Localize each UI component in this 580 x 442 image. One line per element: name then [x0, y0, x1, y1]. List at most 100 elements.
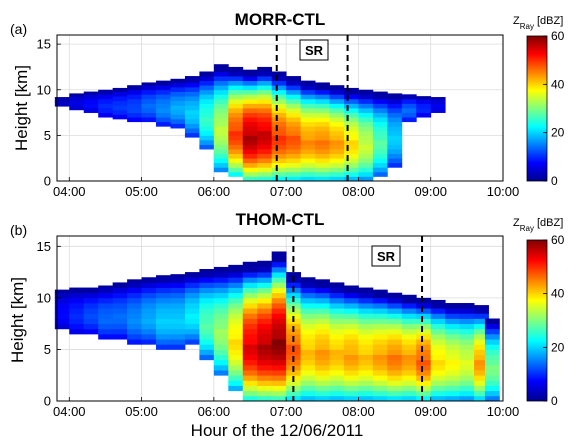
x-tick-label: 09:00 [414, 404, 447, 419]
heatmap-cell [300, 349, 316, 355]
heatmap-cell [372, 385, 388, 392]
heatmap-cell [271, 144, 287, 150]
heatmap-cell [199, 318, 215, 325]
heatmap-cell [430, 349, 446, 355]
heatmap-cell [242, 171, 258, 177]
heatmap-cell [257, 112, 273, 118]
heatmap-cell [459, 354, 475, 361]
heatmap-cell [83, 108, 99, 113]
heatmap-cell [242, 121, 258, 127]
heatmap-cell [242, 130, 258, 136]
heatmap-cell [315, 149, 330, 155]
heatmap-cell [54, 97, 70, 103]
heatmap-cell [54, 313, 70, 319]
heatmap-cell [401, 318, 417, 325]
heatmap-cell [315, 390, 330, 397]
heatmap-cell [372, 108, 388, 113]
heatmap-cell [184, 313, 200, 319]
heatmap-cell [170, 282, 186, 288]
heatmap-cell [156, 303, 171, 309]
heatmap-cell [112, 297, 128, 304]
heatmap-cell [343, 390, 359, 397]
heatmap-cell [300, 395, 316, 402]
heatmap-cell [184, 109, 200, 115]
heatmap-cell [83, 98, 99, 104]
heatmap-cell [228, 364, 244, 371]
heatmap-cell [430, 328, 446, 335]
sr-lines [275, 35, 349, 181]
heatmap-cell [257, 117, 273, 123]
heatmap-cell [213, 318, 229, 325]
heatmap-cell [228, 149, 244, 155]
heatmap-cell [213, 144, 229, 150]
heatmap-cell [112, 328, 128, 335]
heatmap-cell [156, 89, 171, 95]
heatmap-cell [329, 158, 345, 164]
heatmap-cell [257, 359, 273, 366]
heatmap-cell [315, 98, 330, 104]
heatmap-cell [69, 323, 85, 330]
heatmap-cell [83, 308, 99, 314]
heatmap-cell [401, 359, 417, 366]
heatmap-cell [170, 303, 186, 309]
heatmap-cell [112, 313, 128, 319]
heatmap-cell [329, 112, 345, 118]
heatmap-cell [127, 318, 142, 325]
heatmap-cell [170, 318, 186, 325]
heatmap-cell [343, 287, 359, 294]
heatmap-cell [343, 333, 359, 340]
heatmap-cell [213, 349, 229, 355]
heatmap-cell [459, 364, 475, 371]
heatmap-cell [271, 117, 287, 123]
heatmap-cell [315, 303, 330, 309]
heatmap-cell [286, 162, 302, 168]
heatmap-cell [286, 76, 302, 82]
plot-frame [56, 34, 504, 182]
heatmap-cell [242, 98, 258, 104]
heatmap-cell [83, 287, 99, 294]
heatmap-cell [257, 395, 273, 402]
heatmap-cell [416, 359, 432, 366]
heatmap-cell [242, 80, 258, 86]
heatmap-cell [156, 328, 171, 335]
heatmap-cell [54, 318, 70, 325]
heatmap-cell [213, 103, 229, 109]
heatmap-cell [257, 323, 273, 330]
heatmap-cell [416, 112, 432, 118]
heatmap-cell [271, 176, 287, 182]
heatmap-cell [112, 318, 128, 325]
heatmap-cell [242, 390, 258, 397]
heatmap-cell [213, 344, 229, 350]
heatmap-cell [445, 390, 461, 397]
heatmap-cell [300, 121, 316, 127]
heatmap-cell [184, 339, 200, 345]
heatmap-cell [387, 333, 403, 340]
heatmap-cell [184, 333, 200, 340]
heatmap-cell [228, 264, 244, 268]
sr-label: SR [305, 43, 324, 58]
heatmap-cell [387, 370, 403, 376]
heatmap-cell [242, 126, 258, 132]
heatmap-cell [343, 144, 359, 150]
heatmap-cell [112, 109, 128, 115]
heatmap-cell [199, 89, 215, 95]
heatmap-cell [228, 303, 244, 309]
heatmap-cell [445, 370, 461, 376]
heatmap-cell [83, 91, 99, 95]
heatmap-cell [300, 292, 316, 299]
heatmap-cell [257, 176, 273, 182]
heatmap-cell [459, 390, 475, 397]
heatmap-cell [54, 101, 70, 107]
heatmap-cell [343, 94, 359, 100]
heatmap-cell [387, 149, 403, 155]
heatmap-cell [358, 318, 374, 325]
heatmap-cell [213, 354, 229, 361]
heatmap-cell [358, 380, 374, 386]
heatmap-cell [315, 323, 330, 330]
heatmap-cell [257, 313, 273, 319]
heatmap-cell [257, 272, 273, 278]
heatmap-cell [228, 98, 244, 104]
heatmap-cell [430, 370, 446, 376]
heatmap-cell [141, 89, 157, 95]
heatmap-cell [257, 277, 273, 283]
